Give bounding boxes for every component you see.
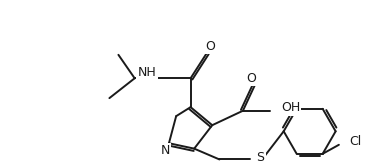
Text: O: O — [246, 72, 256, 85]
Text: Cl: Cl — [349, 135, 361, 148]
Text: OH: OH — [281, 101, 300, 114]
Text: NH: NH — [138, 66, 156, 79]
Text: O: O — [205, 40, 215, 53]
Text: N: N — [161, 144, 170, 157]
Text: S: S — [257, 151, 265, 164]
